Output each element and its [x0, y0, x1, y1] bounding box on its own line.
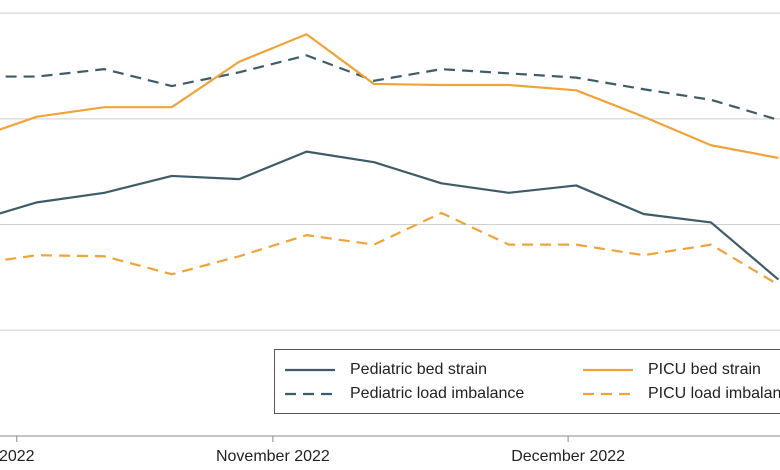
series-line — [0, 211, 779, 286]
series-line — [0, 54, 779, 121]
legend-label: Pediatric bed strain — [350, 361, 487, 378]
x-tick-label: 2022 — [0, 448, 35, 465]
x-tick-label: December 2022 — [511, 448, 625, 465]
x-tick-label: November 2022 — [216, 448, 330, 465]
legend-label: Pediatric load imbalance — [350, 385, 524, 402]
legend-label: PICU bed strain — [648, 361, 761, 378]
plot-area: 2022 November 2022 December 2022 Pediatric … — [0, 12, 780, 465]
series-line — [0, 33, 779, 160]
series-line — [0, 150, 780, 281]
legend-box — [274, 349, 780, 414]
legend-label: PICU load imbalance — [648, 385, 780, 402]
